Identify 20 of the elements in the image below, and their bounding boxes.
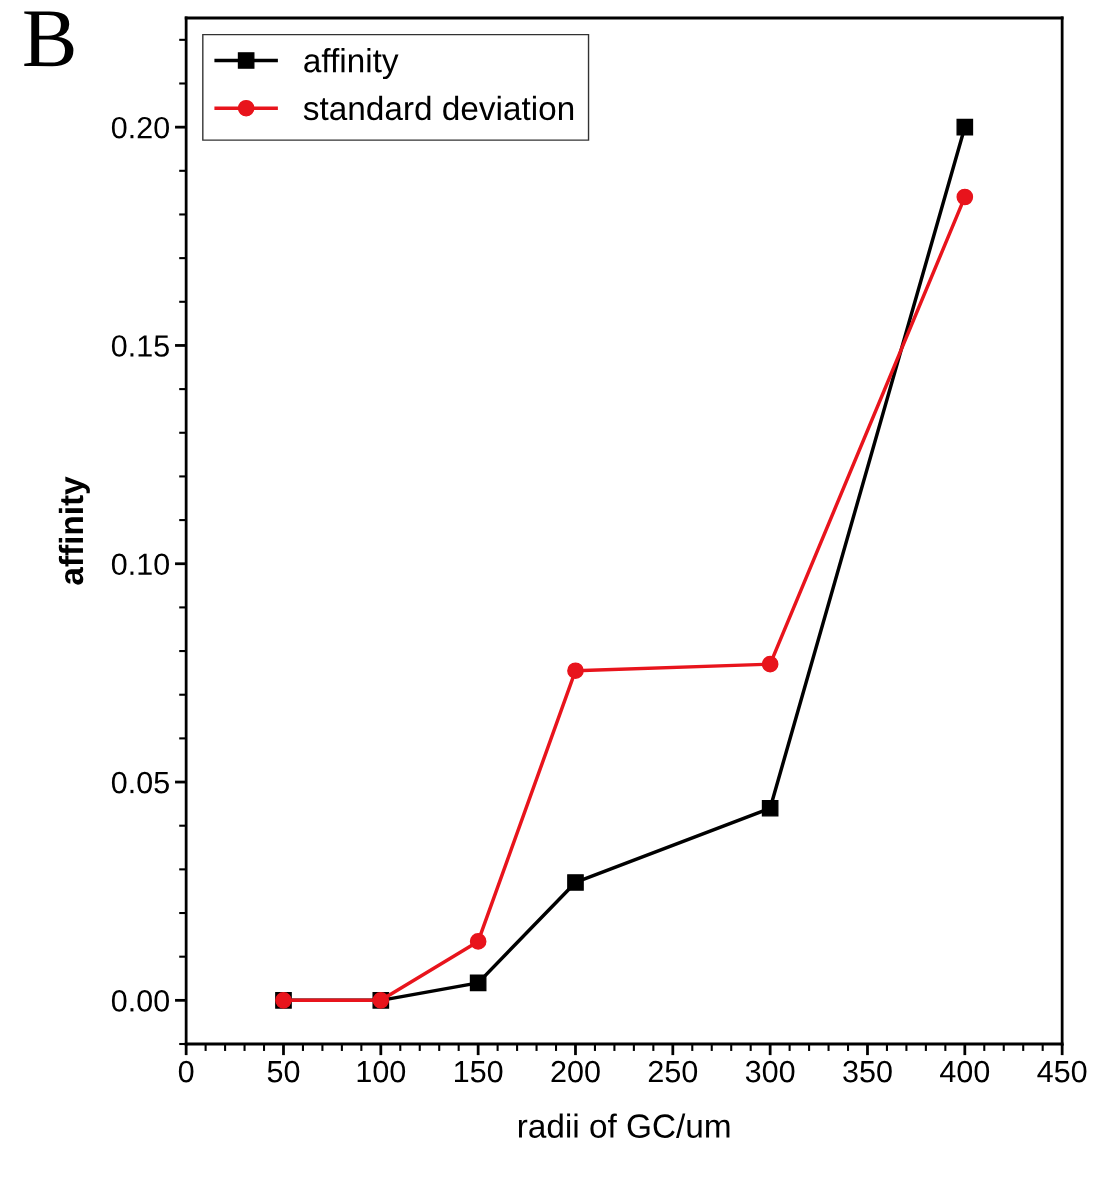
y-tick-label: 0.15 <box>111 335 169 357</box>
x-tick-label: 250 <box>648 1060 698 1083</box>
y-tick-label: 0.00 <box>111 990 169 1012</box>
x-tick-label: 450 <box>1037 1060 1087 1083</box>
y-axis-title: affinity <box>58 476 90 585</box>
x-tick-label: 50 <box>267 1060 300 1083</box>
x-tick-label: 0 <box>178 1060 194 1083</box>
legend-label: affinity <box>304 48 399 80</box>
y-tick-label: 0.20 <box>111 116 169 139</box>
legend-label: standard deviation <box>303 95 574 121</box>
x-tick-label: 350 <box>843 1060 892 1083</box>
text: B <box>24 11 74 67</box>
x-tick-label: 150 <box>454 1060 503 1083</box>
y-tick-label: 0.05 <box>111 771 169 794</box>
x-tick-label: 400 <box>940 1060 990 1083</box>
y-tick-label: 0.10 <box>111 553 169 576</box>
x-tick-label: 200 <box>551 1060 600 1083</box>
x-axis-title: radii of GC/um <box>518 1113 730 1138</box>
x-tick-label: 300 <box>745 1060 795 1083</box>
x-tick-label: 100 <box>357 1060 406 1083</box>
